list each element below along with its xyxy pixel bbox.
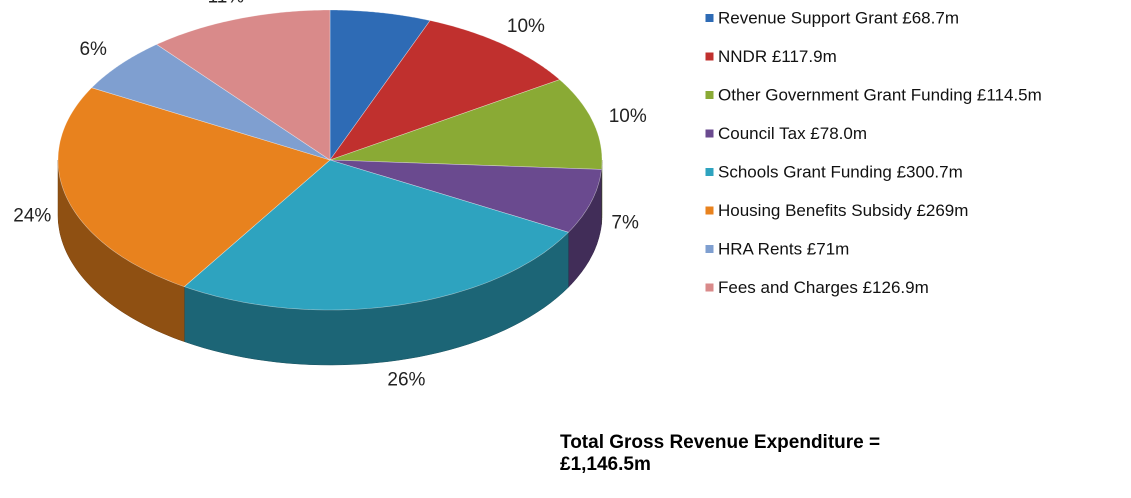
pie-slice: [329, 79, 603, 170]
pie-slice: [329, 20, 561, 161]
data-label: 6%: [374, 0, 402, 1]
pie-slice: [155, 9, 331, 161]
data-label: 10%: [507, 16, 545, 37]
legend-label: Revenue Support Grant £68.7m: [718, 8, 959, 27]
legend-marker: [704, 128, 715, 139]
legend-label: Schools Grant Funding £300.7m: [718, 162, 963, 181]
data-label: 11%: [208, 0, 245, 8]
pie-slice: [329, 159, 602, 233]
legend-marker: [704, 90, 715, 100]
pie-slice: [91, 44, 331, 161]
data-label: 26%: [387, 369, 425, 390]
pie-slice: [329, 9, 431, 161]
legend-label: Council Tax £78.0m: [718, 124, 867, 143]
data-label: 6%: [79, 39, 107, 60]
legend-marker: [704, 205, 715, 216]
pie-slice: [57, 87, 331, 287]
legend-label: Housing Benefits Subsidy £269m: [718, 201, 968, 220]
legend-marker: [704, 244, 715, 254]
total-annotation: Total Gross Revenue Expenditure = £1,146…: [560, 432, 881, 475]
pie-slice: [183, 159, 569, 311]
legend-marker: [704, 282, 715, 293]
legend-marker: [704, 167, 715, 177]
legend-label: Fees and Charges £126.9m: [718, 278, 929, 297]
data-label: 24%: [13, 206, 51, 227]
data-label: 10%: [609, 106, 647, 127]
legend-label: HRA Rents £71m: [718, 239, 849, 258]
legend-marker: [704, 51, 715, 62]
data-label: 7%: [611, 212, 639, 233]
legend-label: Other Government Grant Funding £114.5m: [718, 85, 1042, 104]
legend-marker: [704, 13, 715, 23]
legend-label: NNDR £117.9m: [718, 47, 837, 66]
